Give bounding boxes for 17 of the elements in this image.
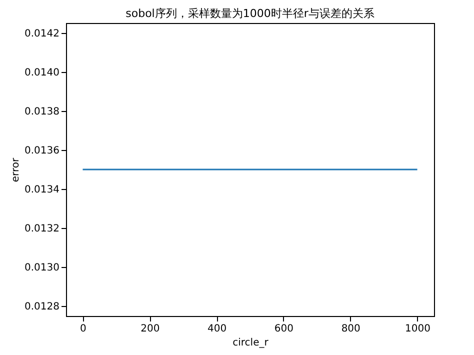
x-axis-title: circle_r [232, 338, 270, 348]
x-tick-label: 800 [341, 324, 360, 334]
y-tick-label: 0.0142 [24, 28, 60, 40]
y-tick-label: 0.0128 [24, 302, 60, 313]
y-tick-label: 0.0134 [24, 184, 60, 196]
x-tick-label: 0 [80, 324, 86, 334]
chart-title: sobol序列，采样数量为1000时半径r与误差的关系 [126, 7, 374, 20]
x-tick-label: 400 [208, 324, 227, 334]
y-tick-label: 0.0140 [24, 67, 60, 78]
y-axis-title: error [10, 157, 22, 182]
y-tick-label: 0.0130 [24, 262, 60, 274]
x-tick-label: 600 [274, 324, 294, 334]
y-tick-label: 0.0138 [24, 106, 60, 118]
x-tick-label: 200 [140, 324, 160, 334]
x-tick-label: 1000 [405, 324, 430, 334]
y-tick-label: 0.0132 [24, 224, 60, 235]
y-tick-label: 0.0136 [24, 145, 60, 156]
